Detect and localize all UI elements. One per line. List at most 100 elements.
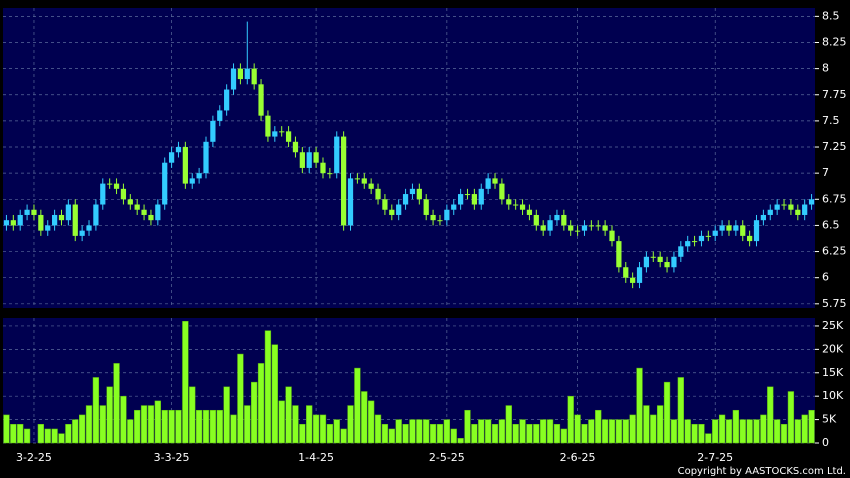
volume-bar	[423, 419, 430, 444]
volume-bar	[161, 409, 168, 444]
y-tick-label: 6.25	[822, 245, 847, 258]
volume-bar	[663, 381, 671, 444]
candle-body	[182, 147, 188, 184]
volume-bar	[237, 353, 244, 444]
volume-bar	[519, 419, 526, 444]
volume-bar	[264, 330, 272, 444]
volume-bar	[195, 409, 203, 444]
candle-body	[368, 183, 374, 189]
volume-bar	[774, 419, 781, 444]
candle-body	[168, 152, 175, 163]
candle-body	[437, 220, 443, 222]
volume-bar	[278, 400, 285, 444]
volume-bar	[78, 414, 86, 444]
volume-bar	[299, 424, 306, 444]
candle-body	[444, 209, 450, 221]
volume-bar	[801, 414, 808, 444]
candle-body	[630, 277, 636, 283]
volume-bar	[347, 405, 354, 444]
y-tick-label: 20K	[822, 342, 844, 355]
y-tick-label: 10K	[822, 389, 844, 402]
volume-bar	[581, 424, 588, 444]
candle-body	[650, 256, 656, 258]
y-tick-label: 7	[822, 166, 829, 179]
candle-body	[678, 246, 684, 257]
candle-body	[292, 141, 299, 153]
volume-bar	[429, 424, 437, 444]
y-tick-label: 5.75	[822, 297, 847, 310]
volume-bar	[657, 405, 664, 444]
volume-bar	[99, 405, 106, 444]
volume-bar	[388, 428, 395, 444]
volume-bar	[760, 414, 767, 444]
y-tick-label: 7.25	[822, 140, 847, 153]
x-tick-label: 2-7-25	[697, 451, 733, 464]
candle-body	[72, 204, 78, 236]
candle-body	[347, 178, 354, 226]
volume-bar	[574, 414, 581, 444]
candle-body	[272, 131, 278, 137]
volume-bar	[182, 321, 189, 444]
volume-bar	[608, 419, 616, 444]
volume-bar	[416, 419, 423, 444]
candle-body	[396, 204, 402, 215]
candle-body	[698, 235, 705, 242]
volume-bar	[498, 419, 506, 444]
volume-bar	[10, 424, 17, 444]
candle-body	[540, 225, 546, 231]
volume-bar	[601, 419, 609, 444]
volume-bar	[113, 363, 120, 444]
candle-body	[802, 204, 808, 215]
candle-body	[203, 141, 209, 174]
volume-bar	[533, 424, 540, 444]
candle-body	[175, 147, 182, 153]
volume-bar	[478, 419, 485, 444]
candle-body	[733, 225, 739, 231]
volume-bar	[44, 428, 51, 444]
volume-bar	[72, 419, 79, 444]
candle-body	[616, 241, 622, 268]
candle-body	[127, 199, 133, 205]
candle-body	[464, 194, 471, 196]
candle-body	[574, 230, 581, 232]
candle-body	[457, 194, 464, 205]
candle-body	[774, 204, 780, 210]
volume-bar	[3, 414, 10, 444]
volume-bar	[340, 428, 347, 444]
volume-bar	[787, 391, 795, 444]
candle-body	[643, 256, 650, 268]
y-tick-label: 25K	[822, 319, 844, 332]
candle-body	[636, 267, 643, 283]
candle-body	[561, 214, 567, 226]
y-tick-label: 7.75	[822, 88, 847, 101]
volume-bar	[540, 419, 547, 444]
volume-bar	[202, 409, 210, 444]
volume-bar	[443, 419, 450, 444]
volume-bar	[553, 424, 561, 444]
volume-bar	[395, 419, 402, 444]
y-tick-label: 15K	[822, 366, 844, 379]
volume-bar	[588, 419, 595, 444]
volume-bar	[471, 424, 478, 444]
x-tick-label: 2-6-25	[560, 451, 596, 464]
candle-body	[196, 173, 202, 179]
x-tick-label: 3-3-25	[154, 451, 190, 464]
volume-bar	[677, 377, 684, 444]
candle-body	[781, 204, 787, 206]
volume-bar	[718, 414, 726, 444]
candle-body	[492, 178, 498, 184]
y-tick-label: 6	[822, 271, 829, 284]
candle-body	[409, 188, 416, 195]
volume-bar	[381, 424, 389, 444]
candle-body	[719, 225, 725, 231]
volume-bar	[147, 405, 155, 444]
candle-body	[107, 183, 113, 185]
y-tick-label: 8.5	[822, 9, 840, 22]
candle-body	[547, 220, 553, 231]
volume-bar	[505, 405, 512, 444]
candle-body	[79, 230, 85, 236]
volume-bar	[725, 419, 733, 444]
copyright: Copyright by AASTOCKS.com Ltd.	[678, 466, 846, 477]
volume-bar	[402, 424, 409, 444]
volume-bar	[65, 424, 72, 444]
